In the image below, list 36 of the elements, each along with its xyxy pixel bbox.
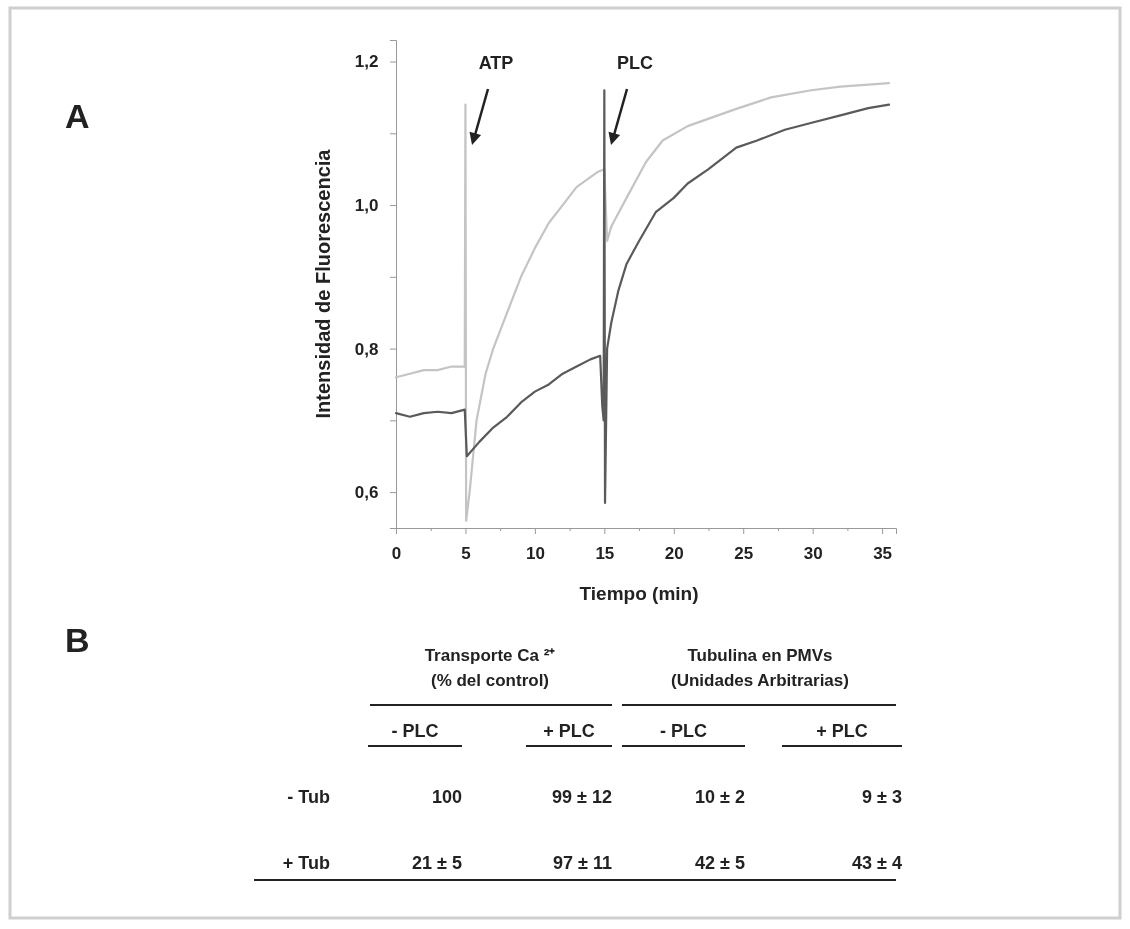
- text: B: [65, 621, 90, 659]
- text: (% del control): [430, 671, 550, 690]
- text: 43 ± 4: [852, 853, 902, 873]
- x-tick-label: 10: [525, 544, 545, 564]
- category-label: - Tub: [287, 787, 330, 807]
- text: 21 ± 5: [412, 853, 462, 873]
- text: Transporte Ca ²⁺: [424, 646, 556, 665]
- y-tick-label: 0,8: [354, 339, 379, 359]
- category-label: + PLC: [543, 721, 595, 741]
- text: 9 ± 3: [862, 787, 902, 807]
- y-axis-title: Intensidad de Fluorescencia: [312, 148, 334, 419]
- category-label: - PLC: [391, 721, 439, 741]
- x-tick-label: 20: [664, 544, 684, 564]
- x-tick-label: 15: [595, 544, 615, 564]
- y-tick-label: 1,2: [354, 52, 379, 72]
- annotation: ATP: [478, 53, 514, 73]
- y-tick-label: 0,6: [354, 483, 379, 503]
- x-tick-label: 5: [461, 544, 471, 564]
- category-label: - PLC: [660, 721, 707, 741]
- text: 97 ± 11: [553, 853, 612, 873]
- text: Tubulina en PMVs: [687, 646, 833, 665]
- y-tick-label: 1,0: [354, 196, 379, 215]
- category-label: + PLC: [816, 721, 868, 741]
- text: 42 ± 5: [695, 853, 745, 873]
- x-tick-label: 25: [734, 544, 754, 564]
- text: 99 ± 12: [552, 787, 612, 807]
- x-tick-label: 35: [873, 544, 893, 564]
- annotation: PLC: [617, 53, 653, 73]
- text: A: [65, 97, 90, 135]
- text: (Unidades Arbitrarias): [671, 671, 849, 690]
- x-tick-label: 0: [391, 544, 402, 564]
- x-axis-title: Tiempo (min): [579, 583, 699, 604]
- text: 10 ± 2: [695, 787, 745, 807]
- category-label: + Tub: [282, 853, 330, 873]
- x-tick-label: 30: [803, 544, 823, 564]
- text: 100: [431, 787, 462, 807]
